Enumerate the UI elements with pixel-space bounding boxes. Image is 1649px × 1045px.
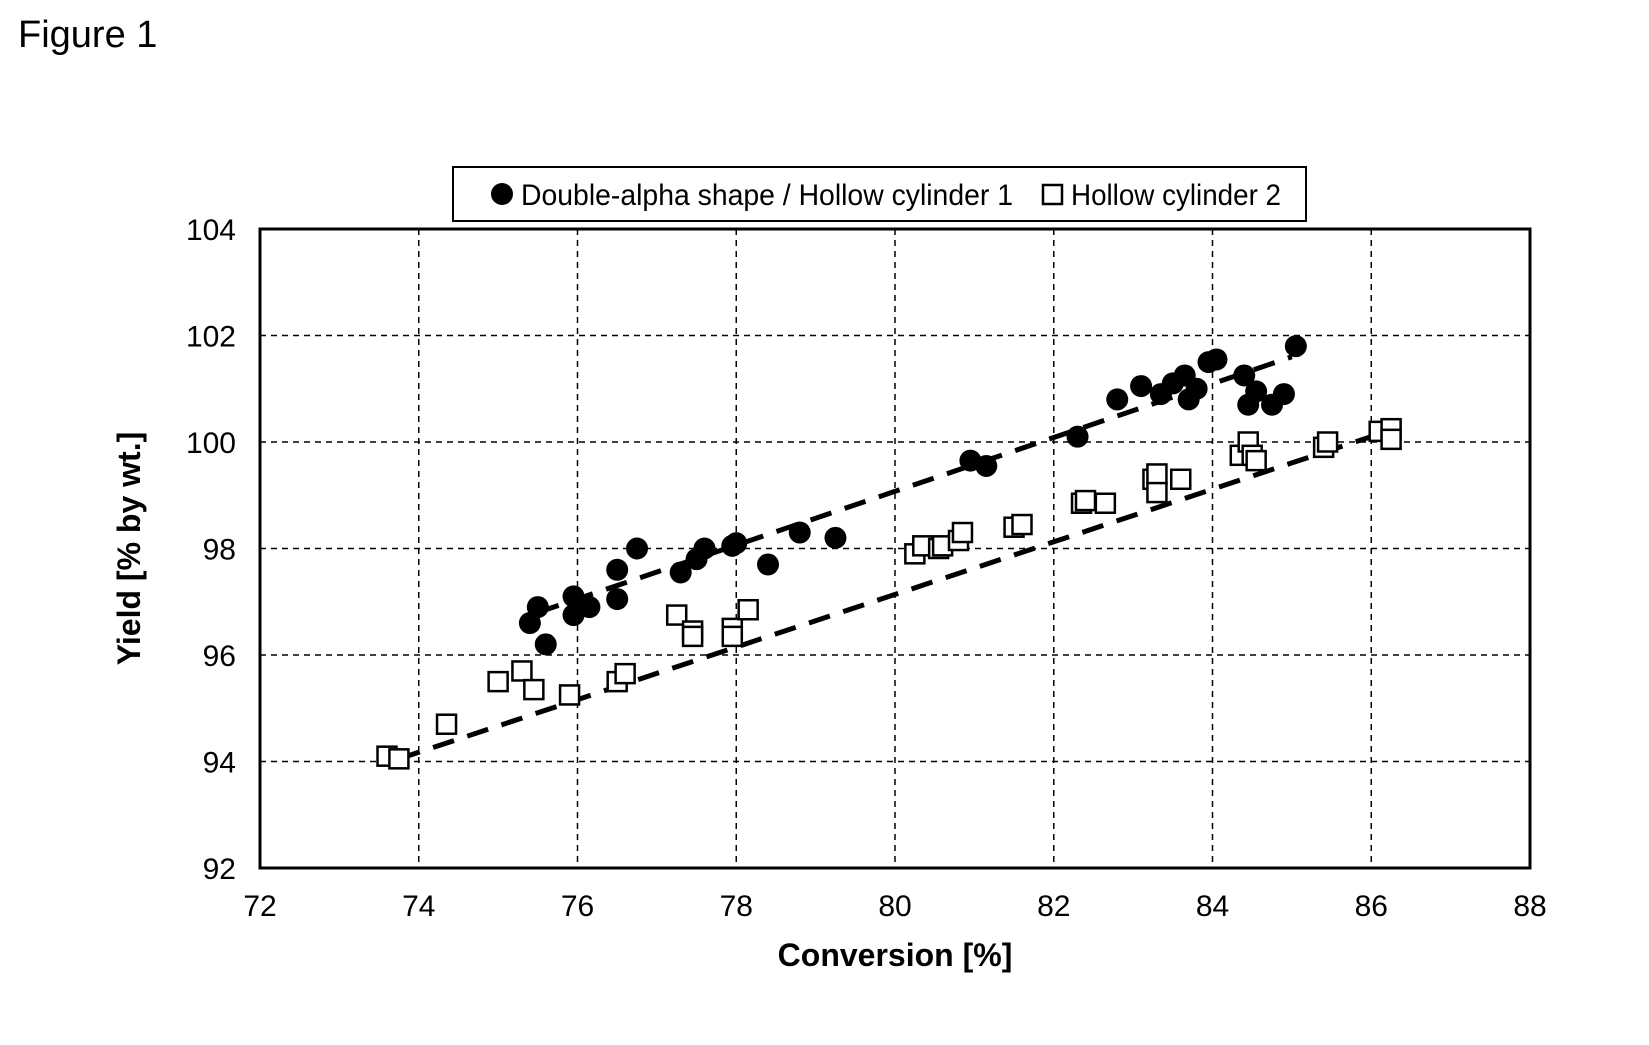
data-point-series-2 (511, 660, 533, 682)
trendline-series-2 (398, 428, 1388, 762)
data-point-series-2 (435, 713, 458, 735)
data-point-series-1 (725, 532, 748, 555)
x-tick-label: 82 (1037, 890, 1070, 923)
x-tick-label: 86 (1355, 890, 1388, 923)
data-point-series-1 (1130, 375, 1153, 398)
data-point-series-2 (614, 662, 636, 685)
data-point-series-2 (1094, 492, 1117, 514)
data-point-series-2 (1170, 468, 1192, 491)
legend-box (452, 166, 1307, 222)
x-axis-tick-labels: 72 74 76 78 80 82 84 86 88 (243, 890, 1546, 923)
data-point-series-2 (951, 521, 974, 544)
data-point-series-1 (824, 526, 847, 549)
data-point-series-1 (693, 537, 716, 560)
data-point-series-1 (562, 585, 585, 608)
data-point-series-1 (1205, 348, 1228, 371)
data-point-series-1 (1185, 377, 1208, 400)
x-tick-label: 74 (402, 890, 435, 923)
x-tick-label: 76 (561, 890, 594, 923)
data-point-series-2 (721, 625, 744, 648)
data-point-series-1 (1245, 380, 1268, 403)
y-tick-label: 102 (186, 321, 236, 354)
data-point-series-2 (681, 625, 704, 648)
data-point-series-2 (1011, 513, 1033, 536)
y-tick-label: 96 (203, 640, 236, 673)
data-point-series-2 (1316, 431, 1339, 453)
legend-marker-filled-circle (491, 183, 513, 205)
data-point-series-2 (1380, 428, 1402, 451)
data-point-series-1 (975, 454, 998, 477)
data-point-series-2 (1146, 463, 1168, 485)
data-points (376, 335, 1402, 770)
y-tick-label: 104 (186, 214, 236, 247)
data-point-series-2 (487, 670, 509, 693)
x-tick-label: 84 (1196, 890, 1229, 923)
plot-area-frame (258, 227, 1532, 870)
data-point-series-2 (558, 684, 581, 706)
x-axis-title: Conversion [%] (778, 937, 1013, 973)
y-tick-label: 98 (203, 534, 236, 567)
data-point-series-1 (578, 596, 601, 619)
y-tick-label: 94 (203, 747, 236, 780)
data-point-series-1 (1284, 335, 1307, 358)
data-point-series-1 (757, 553, 779, 576)
data-point-series-1 (626, 537, 649, 560)
data-point-series-1 (1233, 364, 1256, 387)
data-point-series-1 (606, 558, 629, 581)
data-point-series-1 (1272, 383, 1295, 406)
data-point-series-2 (665, 604, 688, 626)
trendlines (398, 354, 1388, 762)
y-tick-label: 92 (203, 853, 236, 886)
data-point-series-1 (526, 596, 549, 619)
x-tick-label: 72 (243, 890, 276, 923)
y-axis-title: Yield [% by wt.] (111, 432, 147, 666)
data-point-series-2 (1245, 449, 1267, 472)
x-tick-label: 80 (878, 890, 911, 923)
data-point-series-2 (388, 748, 410, 770)
figure-label: Figure 1 (18, 14, 158, 56)
data-point-series-2 (1146, 481, 1168, 504)
data-point-series-1 (1106, 388, 1129, 411)
legend: Double-alpha shape / Hollow cylinder 1 H… (452, 166, 1307, 222)
legend-label-series-2: Hollow cylinder 2 (1071, 179, 1281, 212)
y-axis-tick-labels: 92 94 96 98 100 102 104 (186, 214, 236, 886)
y-tick-label: 100 (186, 427, 236, 460)
x-tick-label: 88 (1513, 890, 1546, 923)
grid-lines (260, 229, 1530, 868)
data-point-series-2 (523, 678, 545, 701)
x-tick-label: 78 (720, 890, 753, 923)
data-point-series-1 (1066, 425, 1089, 448)
legend-marker-open-square (1041, 183, 1064, 206)
data-point-series-2 (737, 598, 759, 621)
data-point-series-1 (606, 588, 629, 611)
data-point-series-2 (1074, 489, 1097, 512)
legend-label-series-1: Double-alpha shape / Hollow cylinder 1 (521, 179, 1013, 212)
data-point-series-1 (534, 633, 557, 656)
data-point-series-1 (788, 521, 811, 544)
data-point-series-1 (669, 561, 692, 584)
